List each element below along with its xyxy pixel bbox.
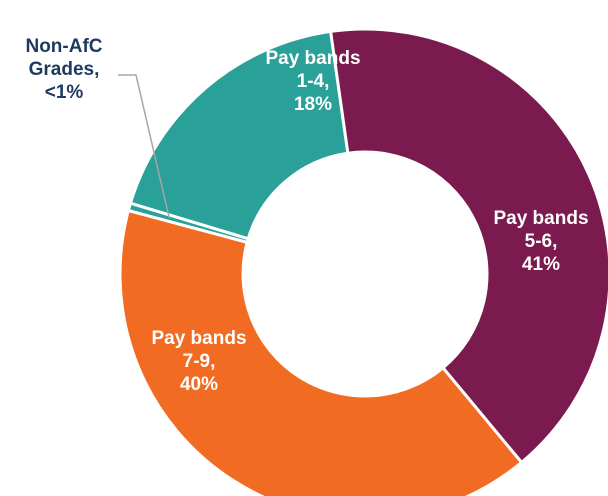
label-pay-bands-7-9: Pay bands 7-9, 40%	[151, 328, 246, 395]
label-line: 41%	[522, 254, 560, 275]
label-pay-bands-1-4: Pay bands 1-4, 18%	[265, 48, 360, 115]
label-line: 1-4,	[297, 71, 330, 92]
label-line: 18%	[294, 94, 332, 115]
label-line: Pay bands	[493, 208, 588, 229]
label-line: Non-AfC	[25, 36, 102, 57]
label-pay-bands-5-6: Pay bands 5-6, 41%	[493, 208, 588, 275]
slice-pay-bands-7-9	[118, 208, 524, 496]
label-line: Pay bands	[265, 48, 360, 69]
label-line: 5-6,	[525, 231, 558, 252]
labels-group: Non-AfC Grades, <1%Pay bands 1-4, 18%Pay ban…	[25, 36, 588, 395]
slice-pay-bands-5-6	[328, 27, 608, 465]
label-non-afc-grades: Non-AfC Grades, <1%	[25, 36, 102, 103]
label-line: Grades,	[29, 59, 100, 80]
label-line: <1%	[45, 82, 84, 103]
label-line: Pay bands	[151, 328, 246, 349]
label-line: 40%	[180, 374, 218, 395]
leader-line-non-afc-grades	[118, 74, 171, 219]
slices-group	[118, 27, 608, 496]
label-line: 7-9,	[183, 351, 216, 372]
slice-pay-bands-1-4	[128, 29, 350, 241]
